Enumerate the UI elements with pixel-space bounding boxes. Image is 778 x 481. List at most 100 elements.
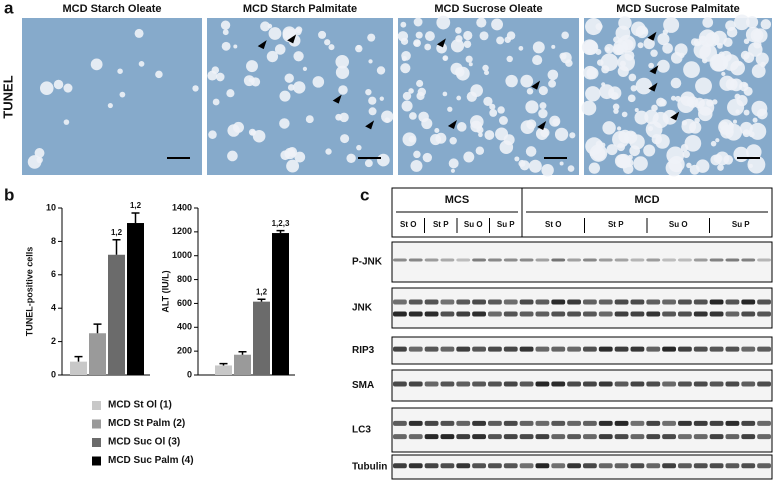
fat-droplet <box>712 30 727 46</box>
group-label: MCD <box>634 194 659 206</box>
fat-droplet <box>36 156 43 164</box>
band <box>725 420 740 426</box>
fat-droplet <box>663 16 680 33</box>
fat-droplet <box>450 168 456 173</box>
band <box>456 434 471 440</box>
band <box>567 346 581 352</box>
fat-droplet <box>541 163 554 177</box>
band <box>408 463 423 469</box>
band <box>567 381 581 387</box>
band <box>709 311 724 317</box>
fat-droplet <box>355 44 363 53</box>
fat-droplet <box>581 39 598 55</box>
fat-droplet <box>53 79 64 90</box>
y-tick-label: 0 <box>187 369 192 379</box>
fat-droplet <box>644 109 659 125</box>
protein-label: LC3 <box>352 425 371 436</box>
fat-droplet <box>227 150 238 162</box>
fat-droplet <box>215 72 225 82</box>
fat-droplet <box>482 64 489 72</box>
fat-droplet <box>415 31 423 39</box>
fat-droplet <box>753 40 762 49</box>
fat-droplet <box>505 74 518 88</box>
band <box>535 346 550 352</box>
fat-droplet <box>648 62 655 69</box>
fat-droplet <box>305 115 314 124</box>
band <box>583 311 597 317</box>
fat-droplet <box>569 132 576 139</box>
fat-droplet <box>416 79 424 88</box>
fat-droplet <box>416 39 421 44</box>
subgroup-label: Su O <box>669 220 688 229</box>
error-bar <box>131 212 140 224</box>
fat-droplet <box>227 124 240 137</box>
fat-droplet <box>585 86 601 102</box>
bar <box>215 365 232 375</box>
arrowhead <box>287 34 297 44</box>
legend-swatch <box>92 419 101 429</box>
band <box>725 346 740 352</box>
fat-droplet <box>252 129 266 143</box>
fat-droplet <box>251 77 261 87</box>
fat-droplet <box>478 132 483 138</box>
band <box>757 381 771 387</box>
fat-droplet <box>610 92 619 100</box>
band <box>646 299 661 305</box>
band <box>693 258 708 262</box>
band <box>678 311 692 317</box>
legend-swatch <box>92 401 101 410</box>
fat-droplet <box>413 150 421 159</box>
fat-droplet <box>497 106 505 114</box>
fat-droplet <box>286 159 300 173</box>
band <box>693 381 708 387</box>
arrowhead <box>531 80 541 90</box>
band <box>725 463 740 469</box>
band <box>583 420 597 426</box>
y-tick-label: 800 <box>177 274 192 284</box>
fat-droplet <box>686 162 692 169</box>
band <box>567 311 581 317</box>
fat-droplet <box>119 91 126 98</box>
fat-droplet <box>408 135 416 143</box>
fat-droplet <box>134 28 144 38</box>
arrowhead <box>537 120 547 130</box>
fat-droplet <box>489 108 498 117</box>
fat-droplet <box>756 108 768 120</box>
band <box>583 258 597 262</box>
band <box>519 463 534 469</box>
fat-droplet <box>736 95 748 107</box>
y-tick-label: 400 <box>177 322 192 332</box>
fat-droplet <box>475 146 485 155</box>
band <box>535 420 550 426</box>
fat-droplet <box>532 54 543 66</box>
band <box>408 258 423 262</box>
fat-droplet <box>499 140 514 154</box>
fat-droplet <box>630 85 638 92</box>
band <box>614 299 629 305</box>
blot <box>391 287 773 329</box>
subgroup-label: St P <box>433 220 449 229</box>
band <box>757 258 771 262</box>
band <box>630 299 645 305</box>
fat-droplet <box>702 57 708 64</box>
fat-droplet <box>274 44 286 55</box>
band <box>424 463 439 469</box>
fat-droplet <box>248 128 256 136</box>
arrowhead <box>649 65 659 75</box>
fat-droplet <box>463 151 475 163</box>
fat-droplet <box>455 35 463 43</box>
bar <box>234 354 251 375</box>
fat-droplet <box>233 44 238 49</box>
band <box>393 346 407 352</box>
fat-droplet <box>518 45 524 51</box>
band <box>424 381 439 387</box>
band <box>456 420 471 426</box>
fat-droplet <box>470 120 483 133</box>
error-bar <box>257 298 266 302</box>
band <box>393 434 407 440</box>
fat-droplet <box>260 21 271 32</box>
fat-droplet <box>324 39 331 46</box>
fat-droplet <box>267 23 273 29</box>
fat-droplet <box>755 52 769 66</box>
fat-droplet <box>496 36 505 45</box>
